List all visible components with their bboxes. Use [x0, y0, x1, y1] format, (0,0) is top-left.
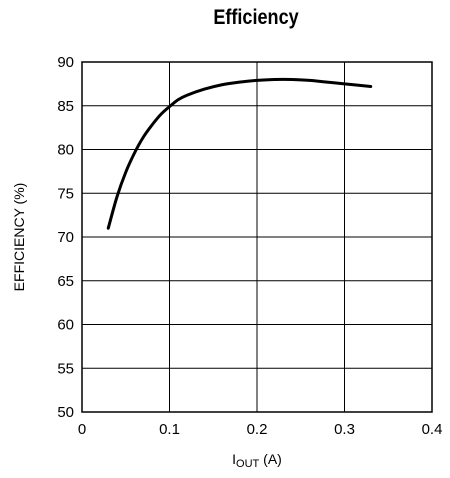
x-tick-label: 0.2 — [247, 421, 268, 438]
y-tick-label: 85 — [57, 98, 74, 115]
y-tick-label: 80 — [57, 142, 74, 159]
x-tick-label: 0.4 — [422, 421, 443, 438]
efficiency-curve — [106, 77, 373, 230]
x-tick-label: 0.3 — [334, 421, 355, 438]
x-axis-title: IOUT (A) — [232, 451, 282, 470]
y-tick-label: 70 — [57, 229, 74, 246]
x-axis-title-subscript: OUT — [236, 458, 260, 470]
grid-lines — [82, 62, 432, 412]
y-tick-label: 50 — [57, 404, 74, 421]
y-tick-label: 75 — [57, 185, 74, 202]
y-tick-label: 65 — [57, 273, 74, 290]
x-tick-label: 0 — [78, 421, 86, 438]
y-axis-title: EFFICIENCY (%) — [11, 183, 27, 292]
x-axis-title-main: I — [232, 451, 236, 467]
tick-labels: 0 0.1 0.2 0.3 0.4 50 55 60 65 70 75 80 85 90 — [57, 54, 442, 438]
chart-title: Efficiency — [213, 6, 299, 29]
plot-frame — [81, 61, 433, 413]
y-tick-label: 55 — [57, 360, 74, 377]
series-layer — [106, 77, 373, 230]
y-tick-label: 90 — [57, 54, 74, 71]
y-tick-label: 60 — [57, 317, 74, 334]
x-tick-label: 0.1 — [159, 421, 180, 438]
x-axis-title-unit: (A) — [259, 451, 282, 467]
